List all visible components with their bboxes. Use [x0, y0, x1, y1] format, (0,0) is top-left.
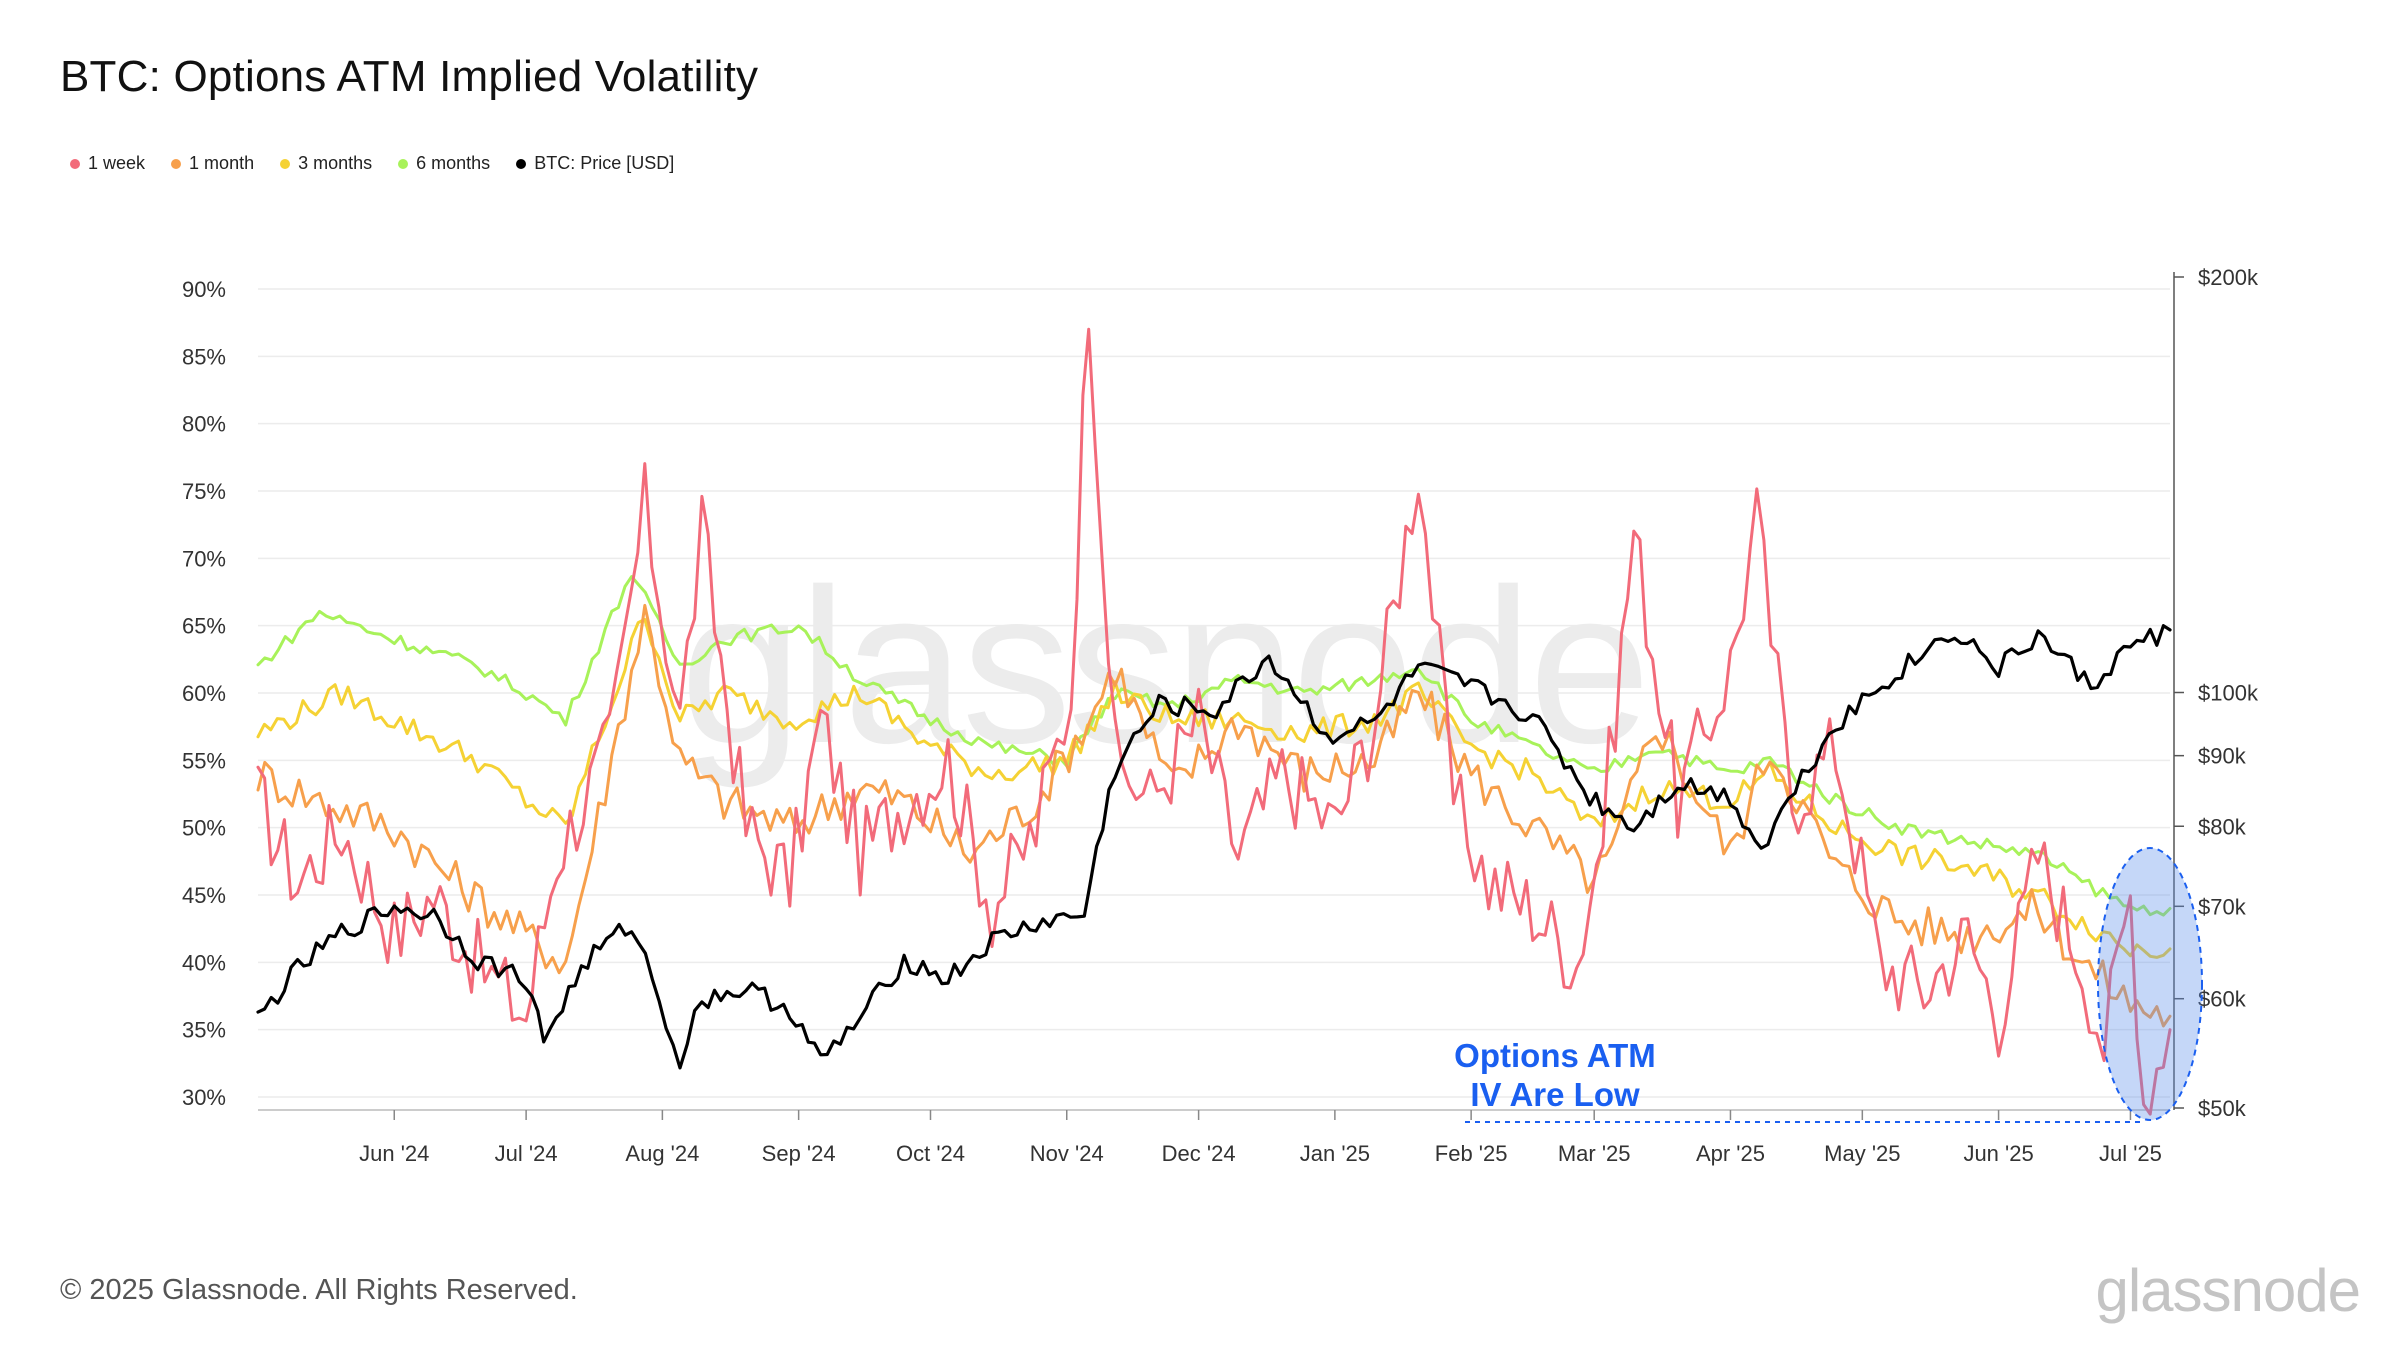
- y-right-tick-label: $70k: [2198, 894, 2247, 919]
- y-left-tick-label: 75%: [182, 479, 226, 504]
- series-line-btc-price-usd: [256, 624, 2172, 1070]
- x-tick-label: Dec '24: [1162, 1141, 1236, 1166]
- series-line-1-week: [256, 327, 2172, 1116]
- y-right-tick-label: $200k: [2198, 265, 2259, 290]
- x-tick-label: Mar '25: [1558, 1141, 1631, 1166]
- y-left-tick-label: 35%: [182, 1018, 226, 1043]
- legend-item-1-week[interactable]: 1 week: [70, 153, 145, 174]
- legend-label-3-months: 3 months: [298, 153, 373, 173]
- legend-item-1-month[interactable]: 1 month: [171, 153, 254, 174]
- x-tick-label: Nov '24: [1030, 1141, 1104, 1166]
- x-tick-label: Jan '25: [1300, 1141, 1370, 1166]
- series-layer: [256, 327, 2172, 1116]
- y-left-tick-label: 45%: [182, 883, 226, 908]
- legend-dot-3-months: [280, 158, 291, 169]
- y-left-tick-label: 85%: [182, 344, 226, 369]
- x-tick-label: May '25: [1824, 1141, 1900, 1166]
- annotation-text-line1: Options ATM: [1454, 1037, 1656, 1074]
- x-tick-label: Jun '24: [359, 1141, 429, 1166]
- y-left-tick-label: 80%: [182, 412, 226, 437]
- footer-logo: glassnode: [2095, 1257, 2361, 1324]
- legend-item-3-months[interactable]: 3 months: [280, 153, 372, 174]
- y-left-tick-label: 90%: [182, 277, 226, 302]
- legend-dot-btc-price: [516, 158, 527, 169]
- legend-label-1-month: 1 month: [189, 153, 255, 173]
- legend-dot-6-months: [398, 158, 409, 169]
- x-tick-label: Oct '24: [896, 1141, 965, 1166]
- legend-dot-1-month: [171, 158, 182, 169]
- y-right-tick-label: $90k: [2198, 744, 2247, 769]
- series-line-1-month: [256, 603, 2172, 1028]
- y-right-tick-label: $60k: [2198, 987, 2247, 1012]
- y-left-tick-label: 65%: [182, 614, 226, 639]
- series-line-6-months: [256, 575, 2172, 917]
- legend-label-btc-price: BTC: Price [USD]: [534, 153, 675, 173]
- x-tick-label: Feb '25: [1435, 1141, 1508, 1166]
- y-left-tick-label: 70%: [182, 546, 226, 571]
- legend-item-6-months[interactable]: 6 months: [398, 153, 490, 174]
- axis-layer: 30% 35% 40% 45% 50% 55% 60% 65% 70% 75% 80% 85% 90% J…: [182, 265, 2259, 1166]
- annotation-text-line2: IV Are Low: [1470, 1076, 1640, 1113]
- legend-label-1-week: 1 week: [88, 153, 146, 173]
- chart-title: BTC: Options ATM Implied Volatility: [60, 52, 759, 101]
- legend-item-btc-price[interactable]: BTC: Price [USD]: [516, 153, 674, 174]
- y-right-tick-label: $100k: [2198, 681, 2259, 706]
- y-right-tick-label: $50k: [2198, 1096, 2247, 1121]
- legend-dot-1-week: [70, 158, 80, 169]
- x-tick-label: Aug '24: [625, 1141, 699, 1166]
- x-tick-label: Jul '24: [495, 1141, 558, 1166]
- y-left-tick-label: 30%: [182, 1085, 226, 1110]
- x-tick-label: Apr '25: [1696, 1141, 1765, 1166]
- y-left-tick-label: 55%: [182, 748, 226, 773]
- footer-copyright: © 2025 Glassnode. All Rights Reserved.: [60, 1274, 578, 1306]
- grid-layer: [258, 288, 2170, 1098]
- series-line-3-months: [256, 617, 2172, 959]
- legend-label-6-months: 6 months: [416, 153, 491, 173]
- x-tick-label: Sep '24: [762, 1141, 836, 1166]
- y-right-tick-label: $80k: [2198, 814, 2247, 839]
- x-tick-label: Jun '25: [1963, 1141, 2033, 1166]
- y-left-tick-label: 60%: [182, 681, 226, 706]
- annotation-ellipse: [2097, 847, 2203, 1121]
- legend: 1 week 1 month 3 months 6 months BTC: Pr…: [70, 153, 674, 174]
- y-left-tick-label: 40%: [182, 950, 226, 975]
- x-tick-label: Jul '25: [2099, 1141, 2162, 1166]
- y-left-tick-label: 50%: [182, 816, 226, 841]
